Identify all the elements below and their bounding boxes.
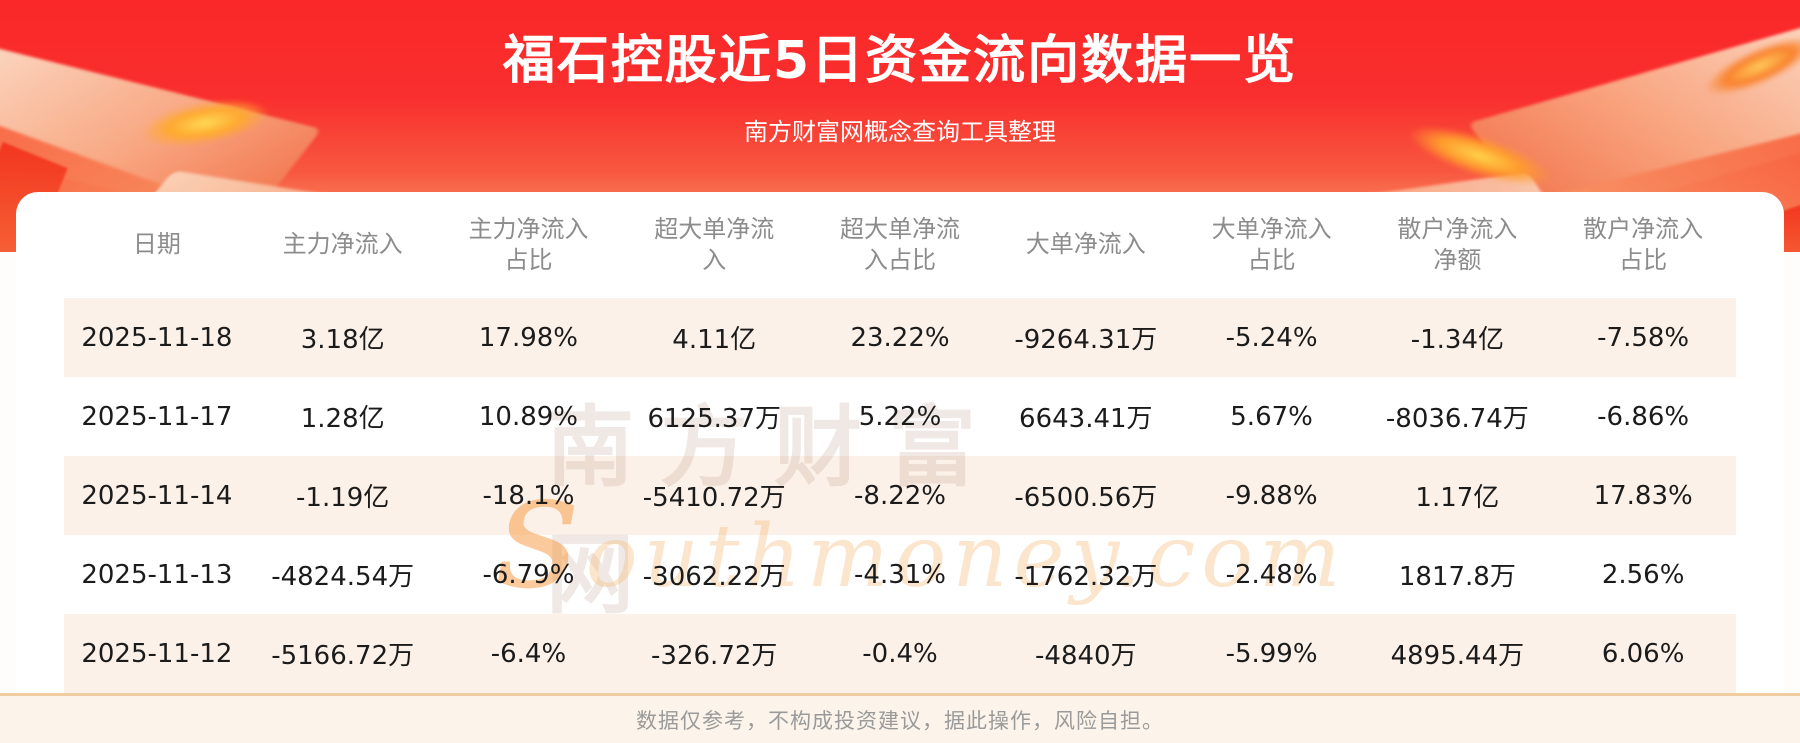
cell-retail-net-inflow-pct: -6.86% [1597,401,1690,432]
header-cell-retail-net-inflow: 散户净流入 净额 [1397,214,1518,274]
cell-large-order-net-inflow: -4840万 [1035,641,1137,671]
page-subtitle: 南方财富网概念查询工具整理 [744,118,1056,146]
cell-xl-order-net-inflow: 4.11亿 [672,325,757,355]
cell-large-order-net-inflow: -6500.56万 [1014,483,1158,513]
cell-main-net-inflow: 1.28亿 [300,404,385,434]
cell-large-order-net-inflow-pct: 5.67% [1230,401,1313,432]
header-cell-xl-order-net-inflow-pct: 超大单净流 入占比 [840,214,961,274]
cell-main-net-inflow-pct: -6.79% [482,559,575,590]
cell-xl-order-net-inflow-pct: -8.22% [854,480,946,511]
cell-large-order-net-inflow: 6643.41万 [1019,404,1153,434]
cell-retail-net-inflow-pct: 17.83% [1593,480,1693,511]
cell-xl-order-net-inflow-pct: 23.22% [850,322,950,353]
cell-main-net-inflow-pct: 17.98% [478,322,579,353]
header-cell-large-order-net-inflow-pct: 大单净流入 占比 [1211,214,1332,274]
footer-disclaimer: 数据仅参考，不构成投资建议，据此操作，风险自担。 [636,708,1164,733]
table-row: 2025-11-13 -4824.54万 -6.79% -3062.22万 -4… [64,535,1736,614]
cell-xl-order-net-inflow-pct: -0.4% [862,638,938,669]
cell-xl-order-net-inflow-pct: -4.31% [854,559,946,590]
page-title: 福石控股近5日资金流向数据一览 [502,31,1298,91]
cell-main-net-inflow-pct: 10.89% [478,401,579,432]
header-cell-large-order-net-inflow: 大单净流入 [1025,230,1146,259]
cell-xl-order-net-inflow: -5410.72万 [642,483,786,513]
cell-large-order-net-inflow: -9264.31万 [1014,325,1158,355]
table-row: 2025-11-17 1.28亿 10.89% 6125.37万 5.22% 6… [64,377,1736,456]
cell-large-order-net-inflow-pct: -5.99% [1225,638,1318,669]
header-cell-retail-net-inflow-pct: 散户净流入 占比 [1583,214,1704,274]
cell-date: 2025-11-17 [81,401,233,432]
cell-retail-net-inflow: 4895.44万 [1390,641,1525,671]
cell-retail-net-inflow-pct: 6.06% [1601,638,1685,669]
table-row: 2025-11-12 -5166.72万 -6.4% -326.72万 -0.4… [64,614,1736,693]
header-cell-main-net-inflow-pct: 主力净流入 占比 [468,214,589,274]
footer: 数据仅参考，不构成投资建议，据此操作，风险自担。 [0,696,1800,743]
cell-date: 2025-11-14 [81,480,233,511]
cell-main-net-inflow: -4824.54万 [271,562,415,592]
cell-retail-net-inflow-pct: -7.58% [1597,322,1690,353]
cell-retail-net-inflow: -1.34亿 [1410,325,1504,355]
cell-xl-order-net-inflow-pct: 5.22% [858,401,942,432]
cell-large-order-net-inflow-pct: -2.48% [1225,559,1318,590]
cell-main-net-inflow-pct: -6.4% [490,638,567,669]
table-row: 2025-11-18 3.18亿 17.98% 4.11亿 23.22% -92… [64,298,1736,377]
cell-xl-order-net-inflow: -326.72万 [651,641,778,671]
header-cell-xl-order-net-inflow: 超大单净流 入 [654,214,775,274]
table-header-row: 日期 主力净流入 主力净流入 占比 超大单净流 入 超大单净流 入占比 大单净流… [64,192,1736,298]
cell-retail-net-inflow: 1.17亿 [1415,483,1500,513]
data-table-card: 南方财富网 southmoney.com 日期 主力净流入 主力净流入 占比 超… [16,192,1784,693]
cell-date: 2025-11-12 [81,638,233,669]
cell-xl-order-net-inflow: -3062.22万 [642,562,786,592]
divider-line [0,693,1800,696]
cell-main-net-inflow: 3.18亿 [300,325,385,355]
cell-xl-order-net-inflow: 6125.37万 [647,404,781,434]
cell-large-order-net-inflow-pct: -9.88% [1225,480,1318,511]
header-cell-main-net-inflow: 主力净流入 [282,230,403,259]
cell-main-net-inflow-pct: -18.1% [482,480,575,511]
table-row: 2025-11-14 -1.19亿 -18.1% -5410.72万 -8.22… [64,456,1736,535]
cell-date: 2025-11-13 [81,559,233,590]
cell-large-order-net-inflow: -1762.32万 [1014,562,1158,592]
cell-retail-net-inflow-pct: 2.56% [1601,559,1685,590]
cell-main-net-inflow: -1.19亿 [296,483,390,513]
cell-date: 2025-11-18 [81,322,233,353]
cell-retail-net-inflow: -8036.74万 [1385,404,1529,434]
cell-retail-net-inflow: 1817.8万 [1398,562,1516,592]
cell-main-net-inflow: -5166.72万 [271,641,415,671]
cell-large-order-net-inflow-pct: -5.24% [1225,322,1318,353]
header-cell-date: 日期 [132,230,181,259]
